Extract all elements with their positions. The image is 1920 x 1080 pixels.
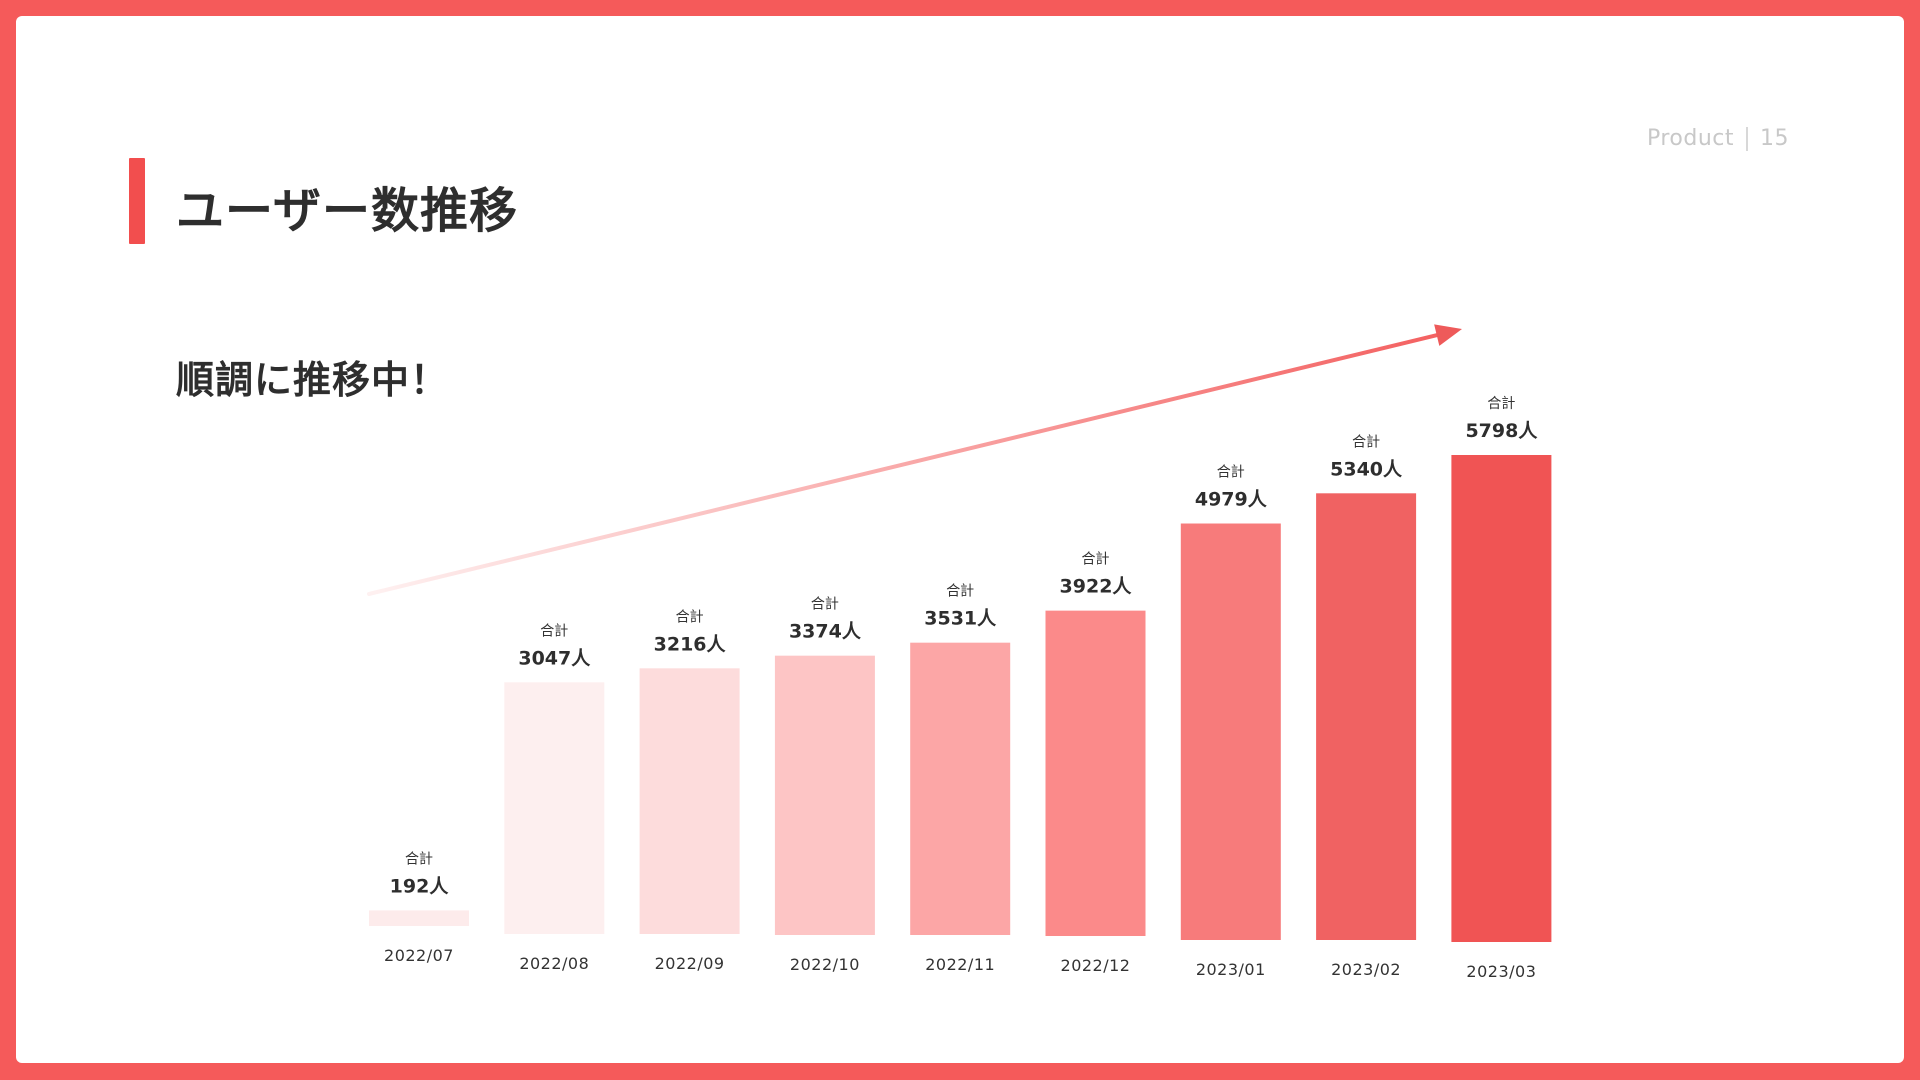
bar-2022/07 xyxy=(369,910,469,926)
data-label-prefix: 合計 xyxy=(1082,552,1110,568)
trend-arrow-head xyxy=(1434,324,1462,346)
data-label-prefix: 合計 xyxy=(676,609,704,625)
x-tick-label: 2022/11 xyxy=(925,955,995,974)
x-tick-labels: 2022/07 2022/08 2022/09 2022/10 2022/11 2022/… xyxy=(384,946,1536,981)
title-accent-bar xyxy=(129,158,145,244)
x-tick-label: 2022/07 xyxy=(384,946,454,965)
data-label-prefix: 合計 xyxy=(946,584,974,600)
data-label-value: 3047人 xyxy=(518,647,591,669)
data-label-prefix: 合計 xyxy=(811,597,839,613)
trend-arrow-line xyxy=(367,330,1450,596)
bar-2022/11 xyxy=(910,642,1011,935)
data-label-value: 3374人 xyxy=(789,621,862,643)
data-label-prefix: 合計 xyxy=(1352,434,1380,450)
x-tick-label: 2022/10 xyxy=(790,955,860,974)
data-label-value: 3531人 xyxy=(924,608,997,630)
section-label: Product xyxy=(1646,126,1734,151)
data-label-prefix: 合計 xyxy=(540,623,568,639)
bar-2022/12 xyxy=(1045,610,1146,936)
data-label-prefix: 合計 xyxy=(1487,396,1515,412)
page-subtitle: 順調に推移中！ xyxy=(176,358,450,402)
x-tick-label: 2023/02 xyxy=(1331,960,1401,979)
meta-divider xyxy=(1746,126,1748,151)
x-tick-label: 2022/12 xyxy=(1061,956,1131,975)
data-label-value: 3216人 xyxy=(654,633,727,655)
trend-arrow xyxy=(367,324,1462,596)
bar-2022/09 xyxy=(639,668,740,934)
data-label-value: 4979人 xyxy=(1195,489,1268,511)
x-tick-label: 2022/09 xyxy=(655,954,725,973)
bar-2023/03 xyxy=(1451,455,1552,942)
x-tick-label: 2023/01 xyxy=(1196,960,1266,979)
bar-2023/02 xyxy=(1316,493,1417,940)
page-number: 15 xyxy=(1760,126,1789,151)
data-label-prefix: 合計 xyxy=(405,851,433,867)
data-label-value: 3922人 xyxy=(1060,576,1133,598)
bar-2022/10 xyxy=(774,655,875,935)
data-label-value: 5798人 xyxy=(1465,420,1538,442)
bars xyxy=(369,455,1552,942)
data-label-value: 192人 xyxy=(390,875,450,897)
page-meta: Product 15 xyxy=(1647,126,1789,151)
x-tick-label: 2023/03 xyxy=(1466,962,1536,981)
data-labels: 合計192人合計3047人合計3216人合計3374人合計3531人合計3922… xyxy=(390,396,1539,897)
page-title: ユーザー数推移 xyxy=(176,183,519,239)
data-label-value: 5340人 xyxy=(1330,458,1403,480)
bar-2022/08 xyxy=(504,682,605,934)
bar-2023/01 xyxy=(1180,523,1281,940)
x-tick-label: 2022/08 xyxy=(519,954,589,973)
data-label-prefix: 合計 xyxy=(1217,465,1245,481)
